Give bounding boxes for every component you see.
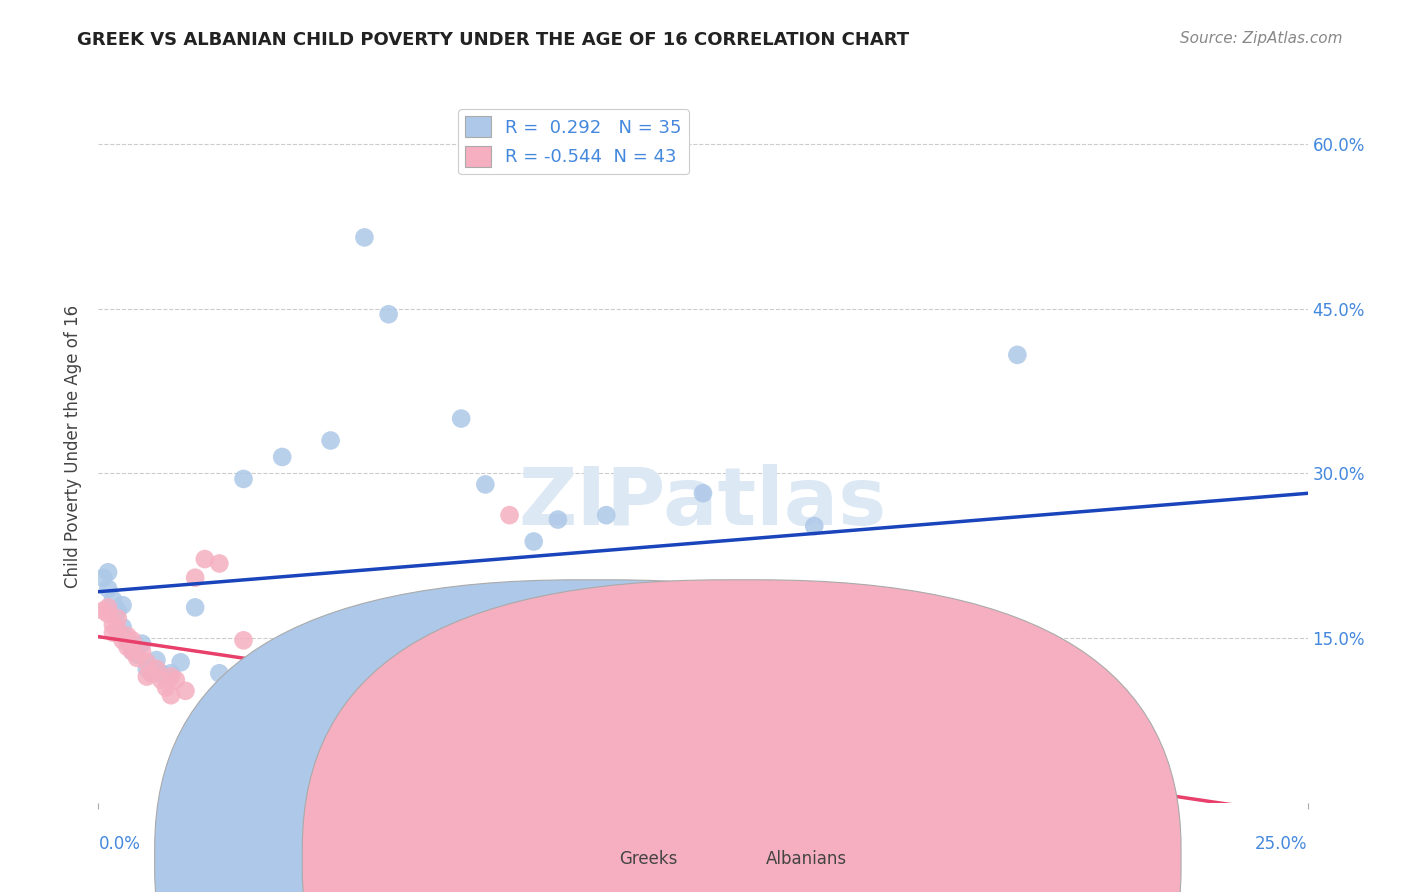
Point [117, 629, 139, 643]
Point [498, 508, 520, 523]
Point [101, 618, 124, 632]
Point [886, 716, 908, 731]
Point [117, 633, 139, 648]
Text: GREEK VS ALBANIAN CHILD POVERTY UNDER THE AGE OF 16 CORRELATION CHART: GREEK VS ALBANIAN CHILD POVERTY UNDER TH… [77, 31, 910, 49]
Point [823, 716, 845, 731]
Point [145, 662, 167, 676]
Point [97, 582, 120, 596]
Point [150, 666, 173, 681]
Text: 25.0%: 25.0% [1256, 835, 1308, 853]
Point [107, 611, 129, 625]
Point [107, 604, 129, 618]
Point [165, 673, 187, 687]
Point [117, 640, 139, 654]
Point [131, 637, 153, 651]
Point [160, 669, 183, 683]
Point [145, 653, 167, 667]
Text: Albanians: Albanians [766, 850, 848, 868]
Point [127, 651, 149, 665]
Point [256, 666, 278, 681]
Point [450, 411, 472, 425]
Point [402, 721, 425, 735]
Point [619, 728, 641, 742]
Point [319, 434, 342, 448]
Point [91, 604, 114, 618]
Point [97, 607, 120, 621]
Point [121, 633, 143, 648]
Point [174, 683, 197, 698]
Point [97, 566, 120, 580]
Point [107, 623, 129, 637]
Point [981, 765, 1004, 780]
Point [141, 666, 163, 681]
Text: Greeks: Greeks [619, 850, 678, 868]
Point [194, 552, 217, 566]
Point [135, 662, 157, 676]
Point [160, 666, 183, 681]
Text: Source: ZipAtlas.com: Source: ZipAtlas.com [1180, 31, 1343, 46]
Point [1007, 348, 1029, 362]
Point [121, 644, 143, 658]
Point [281, 673, 304, 687]
Point [184, 600, 207, 615]
Text: ZIPatlas: ZIPatlas [519, 464, 887, 542]
Point [716, 732, 738, 747]
Text: 0.0%: 0.0% [98, 835, 141, 853]
Point [232, 633, 254, 648]
Point [101, 592, 124, 607]
Point [208, 666, 231, 681]
Point [208, 557, 231, 571]
Point [474, 477, 496, 491]
Point [150, 673, 173, 687]
Point [547, 512, 569, 526]
Point [377, 716, 399, 731]
Point [886, 765, 908, 780]
Point [232, 472, 254, 486]
Point [305, 688, 328, 702]
Point [121, 644, 143, 658]
Point [547, 732, 569, 747]
Point [1078, 688, 1101, 702]
Point [91, 571, 114, 585]
Point [131, 644, 153, 658]
Point [803, 519, 825, 533]
Point [127, 648, 149, 662]
Point [135, 669, 157, 683]
Point [377, 307, 399, 321]
Point [111, 633, 134, 648]
Point [813, 761, 835, 775]
Point [169, 655, 191, 669]
Point [97, 600, 120, 615]
Point [450, 644, 472, 658]
Y-axis label: Child Poverty Under the Age of 16: Child Poverty Under the Age of 16 [65, 304, 83, 588]
Point [160, 688, 183, 702]
Point [135, 655, 157, 669]
Point [329, 699, 352, 714]
Point [595, 508, 617, 523]
Point [523, 534, 546, 549]
Point [141, 666, 163, 681]
Point [111, 598, 134, 612]
Point [155, 681, 177, 695]
Point [1102, 768, 1125, 782]
Point [101, 625, 124, 640]
Point [353, 230, 375, 244]
Point [184, 571, 207, 585]
Point [111, 620, 134, 634]
Point [692, 486, 714, 500]
Legend: R =  0.292   N = 35, R = -0.544  N = 43: R = 0.292 N = 35, R = -0.544 N = 43 [458, 109, 689, 174]
Point [271, 450, 294, 464]
